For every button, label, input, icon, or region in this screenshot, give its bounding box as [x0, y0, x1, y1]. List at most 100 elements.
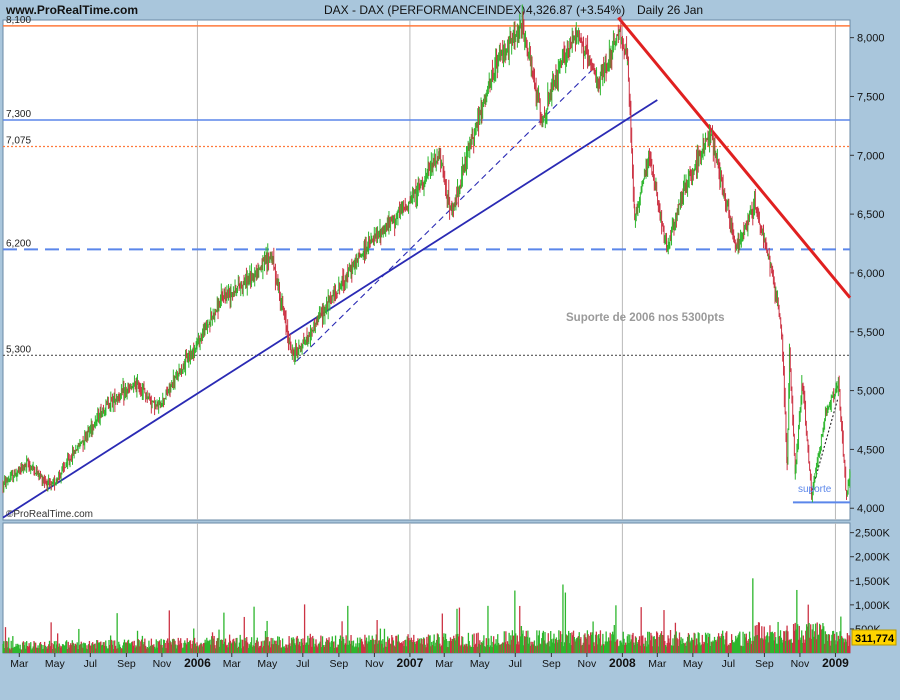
- volume-bar: [15, 643, 17, 653]
- volume-bar: [280, 647, 282, 653]
- volume-bar: [211, 636, 213, 653]
- volume-bar: [475, 643, 477, 653]
- volume-bar: [682, 638, 684, 653]
- volume-bar: [514, 590, 516, 653]
- volume-bar: [603, 644, 605, 653]
- volume-bar: [167, 642, 170, 653]
- volume-bar: [318, 643, 320, 653]
- volume-bar: [204, 639, 206, 653]
- volume-bar: [232, 639, 234, 653]
- volume-bar: [537, 635, 540, 653]
- last-volume-badge: [851, 629, 897, 646]
- volume-bar: [752, 640, 755, 653]
- volume-bar: [786, 625, 788, 653]
- volume-bar: [526, 636, 528, 653]
- volume-bar: [403, 646, 405, 653]
- volume-bar: [731, 639, 734, 653]
- volume-bar: [629, 634, 631, 653]
- x-axis-month-label: Jul: [509, 658, 522, 670]
- volume-bar: [369, 639, 372, 653]
- volume-bar: [476, 646, 479, 653]
- volume-bar: [2, 643, 4, 653]
- volume-bar: [192, 640, 194, 653]
- volume-bar: [769, 625, 771, 653]
- volume-bar: [346, 644, 348, 653]
- x-axis-month-label: Sep: [330, 658, 349, 670]
- volume-bar: [321, 636, 324, 653]
- volume-bar: [340, 640, 342, 653]
- volume-bar: [847, 645, 849, 653]
- volume-bar: [389, 643, 391, 653]
- volume-bar: [366, 643, 368, 653]
- volume-bar: [376, 620, 378, 653]
- volume-bar: [143, 641, 145, 653]
- volume-bar: [57, 633, 59, 653]
- volume-bar: [404, 640, 406, 653]
- volume-bar: [381, 643, 383, 653]
- volume-bar: [547, 633, 549, 653]
- volume-bar: [457, 633, 459, 653]
- volume-bar: [315, 639, 317, 653]
- volume-bar: [259, 645, 262, 653]
- volume-bar: [669, 630, 672, 653]
- volume-bar: [85, 648, 87, 653]
- volume-bar: [308, 644, 310, 653]
- volume-bar: [574, 641, 576, 653]
- volume-bar: [517, 641, 519, 653]
- volume-bar: [279, 640, 281, 653]
- volume-bar: [521, 633, 523, 653]
- volume-bar: [422, 637, 425, 653]
- volume-bar: [417, 638, 419, 653]
- volume-bar: [667, 635, 669, 653]
- volume-bar: [416, 641, 418, 653]
- volume-bar: [267, 636, 269, 653]
- volume-bar: [310, 637, 312, 653]
- volume-bar: [64, 645, 66, 653]
- volume-bar: [193, 628, 195, 653]
- volume-bar: [103, 642, 105, 653]
- volume-bar: [10, 640, 12, 653]
- volume-bar: [124, 642, 126, 653]
- volume-bar: [328, 637, 330, 653]
- volume-bar: [349, 643, 351, 653]
- volume-bar: [704, 642, 706, 653]
- y-axis: 4,000 4,500 5,000 5,500 6,000 6,500 7,000 7,500…: [850, 33, 891, 636]
- volume-bar: [215, 641, 218, 653]
- volume-bar: [568, 643, 571, 653]
- volume-bar: [838, 639, 840, 653]
- volume-bar: [524, 636, 527, 653]
- volume-bar: [264, 640, 266, 653]
- volume-bar: [153, 646, 156, 653]
- volume-bar: [605, 631, 607, 653]
- volume-bar: [4, 648, 6, 653]
- volume-bar: [221, 639, 223, 653]
- volume-bar: [481, 643, 483, 653]
- volume-axis-label: 1,500K: [855, 576, 891, 588]
- volume-bar: [330, 640, 333, 653]
- volume-bar: [105, 640, 107, 653]
- volume-bar: [259, 646, 261, 653]
- volume-bar: [48, 640, 51, 653]
- volume-bar: [215, 648, 217, 653]
- volume-bar: [580, 637, 582, 653]
- volume-bar: [26, 645, 29, 653]
- volume-bar: [240, 639, 242, 653]
- volume-bar: [563, 642, 566, 653]
- volume-bar: [92, 642, 94, 653]
- volume-bar: [152, 645, 154, 653]
- volume-bar: [274, 640, 276, 653]
- volume-bar: [664, 641, 666, 653]
- volume-bar: [224, 638, 227, 653]
- volume-bar: [129, 644, 131, 653]
- volume-bar: [194, 643, 197, 653]
- volume-bar: [93, 644, 95, 653]
- volume-bar: [631, 634, 633, 653]
- volume-bar: [662, 635, 664, 653]
- volume-bar: [75, 645, 78, 653]
- volume-bar: [388, 638, 391, 653]
- volume-bar: [277, 636, 279, 653]
- volume-bar: [378, 640, 380, 653]
- volume-bar: [392, 640, 395, 653]
- volume-bar: [618, 645, 620, 653]
- volume-bar: [498, 644, 501, 653]
